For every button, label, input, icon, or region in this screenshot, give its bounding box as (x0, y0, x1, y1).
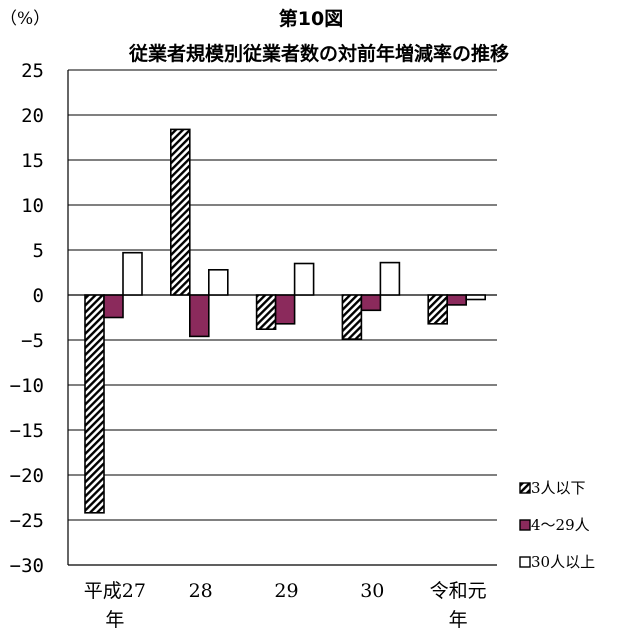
bar-series3 (465, 294, 487, 301)
bar-series3 (293, 262, 315, 296)
bar-series3 (122, 251, 143, 296)
legend-label: 3人以下 (531, 479, 586, 497)
y-tick-label: −15 (10, 420, 44, 442)
bar-series1 (427, 294, 449, 325)
y-axis-unit: （%） (0, 9, 50, 29)
legend-label: 30人以上 (531, 553, 595, 571)
legend-swatch (519, 482, 531, 494)
y-tick-label: 10 (21, 195, 44, 217)
y-tick-label: 5 (33, 240, 44, 262)
bar-series1 (255, 294, 277, 331)
y-tick-label: −20 (10, 465, 44, 487)
bar-series1 (170, 128, 191, 296)
bar-series2 (446, 294, 468, 306)
bar-series1 (341, 294, 363, 340)
bar-series1 (84, 294, 105, 514)
chart-title-line2: 従業者規模別従業者数の対前年増減率の推移 (128, 42, 509, 65)
x-tick-label: 29 (274, 580, 298, 602)
bar-series3 (208, 268, 229, 296)
x-tick-label: 年 (105, 609, 124, 631)
bar-series2 (103, 294, 124, 319)
x-tick-label: 平成27 (84, 580, 146, 602)
y-tick-label: −10 (10, 375, 44, 397)
x-tick-label: 令和元 (430, 580, 487, 602)
chart-title-line1: 第10図 (279, 7, 343, 30)
y-tick-label: −5 (21, 330, 44, 352)
bar-series2 (189, 294, 210, 338)
x-tick-label: 28 (189, 580, 213, 602)
legend-label: 4～29人 (531, 516, 590, 534)
x-tick-label: 30 (360, 580, 384, 602)
y-tick-label: 15 (21, 150, 44, 172)
x-tick-label: 年 (449, 609, 468, 631)
y-tick-label: 20 (21, 105, 44, 127)
legend-swatch (519, 556, 531, 568)
bar-series2 (360, 294, 382, 312)
y-tick-label: 0 (33, 285, 44, 307)
y-tick-label: 25 (21, 60, 44, 82)
y-tick-label: −25 (10, 510, 44, 532)
legend-swatch (519, 519, 531, 531)
bar-series3 (379, 261, 401, 296)
y-tick-label: −30 (10, 555, 44, 577)
bar-series2 (274, 294, 296, 325)
